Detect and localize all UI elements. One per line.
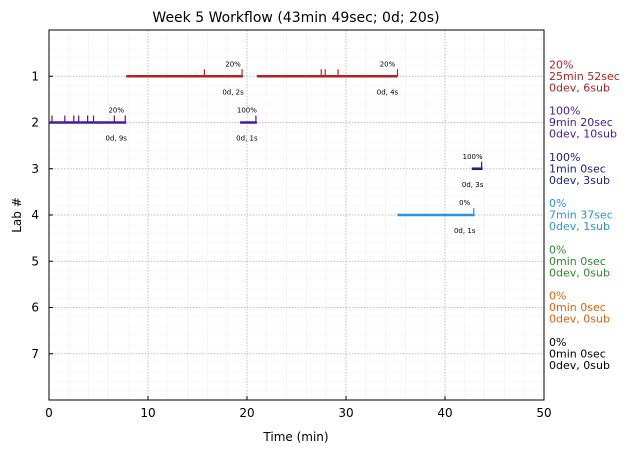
segment-percent-label: 20% <box>108 107 124 115</box>
x-axis-label: Time (min) <box>262 430 328 444</box>
segment-info-label: 0d, 1s <box>236 135 258 143</box>
lab-summary-line: 0dev, 0sub <box>549 313 610 326</box>
x-tick-label: 20 <box>239 406 254 420</box>
segment-percent-label: 0% <box>459 199 470 207</box>
lab-summary-line: 0% <box>549 336 566 349</box>
chart-title: Week 5 Workflow (43min 49sec; 0d; 20s) <box>152 10 439 26</box>
segment-info-label: 0d, 3s <box>462 181 484 189</box>
lab-summary-line: 0dev, 0sub <box>549 266 610 279</box>
segment-percent-label: 20% <box>225 60 241 68</box>
lab-summary-line: 100% <box>549 151 580 164</box>
lab-summary-line: 20% <box>549 58 573 71</box>
y-tick-label: 3 <box>31 162 39 176</box>
lab-summary-line: 1min 0sec <box>549 162 606 175</box>
y-tick-label: 2 <box>31 116 39 130</box>
lab-summary-line: 0min 0sec <box>549 255 606 268</box>
axis-ticks: 0 10 20 30 40 50 1 2 3 4 5 6 7 <box>31 69 551 420</box>
lab-summary-line: 0dev, 10sub <box>549 128 617 141</box>
segment-info-label: 0d, 1s <box>454 227 476 235</box>
segment-percent-label: 20% <box>380 60 396 68</box>
lab-summary-line: 0% <box>549 197 566 210</box>
lab-summary-line: 0min 0sec <box>549 301 606 314</box>
x-tick-label: 50 <box>536 406 551 420</box>
lab-summary-line: 0% <box>549 243 566 256</box>
x-tick-label: 40 <box>437 406 452 420</box>
lab-summary-line: 0dev, 1sub <box>549 220 610 233</box>
segment-info-label: 0d, 4s <box>377 88 399 96</box>
lab-summary-line: 0dev, 6sub <box>549 81 610 94</box>
y-tick-label: 4 <box>31 208 39 222</box>
y-tick-label: 7 <box>31 347 39 361</box>
lab-summary-line: 0min 0sec <box>549 347 606 360</box>
segment-info-label: 0d, 2s <box>222 88 244 96</box>
lab-summary-line: 9min 20sec <box>549 116 613 129</box>
segment-percent-label: 100% <box>237 107 257 115</box>
lab-summary-line: 25min 52sec <box>549 70 620 83</box>
x-tick-label: 0 <box>45 406 53 420</box>
grid <box>49 30 544 400</box>
x-tick-label: 30 <box>338 406 353 420</box>
lab-summary-line: 100% <box>549 105 580 118</box>
lab-summary-line: 7min 37sec <box>549 209 613 222</box>
series-marks: 20% 0d, 2s 20% 0d, 4s 20% 0d, 9s 100% 0d, 1s 100… <box>49 60 484 235</box>
segment-percent-label: 100% <box>463 153 483 161</box>
y-tick-label: 1 <box>31 69 39 83</box>
y-tick-label: 6 <box>31 301 39 315</box>
x-tick-label: 10 <box>140 406 155 420</box>
y-axis-label: Lab # <box>10 197 24 233</box>
segment-info-label: 0d, 9s <box>105 135 127 143</box>
lab-summary-line: 0% <box>549 290 566 303</box>
y-tick-label: 5 <box>31 254 39 268</box>
lab-summary-line: 0dev, 3sub <box>549 174 610 187</box>
lab-summary-line: 0dev, 0sub <box>549 359 610 372</box>
